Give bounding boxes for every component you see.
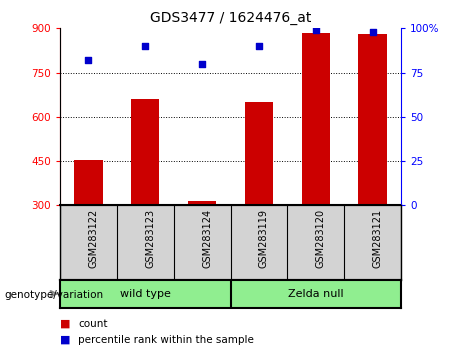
Text: GSM283122: GSM283122 (89, 209, 98, 268)
Text: GSM283120: GSM283120 (316, 209, 326, 268)
Bar (131, 99, 160, 205)
Bar (245, 102, 273, 205)
Text: count: count (78, 319, 108, 329)
Text: GSM283119: GSM283119 (259, 209, 269, 268)
Bar (74, 160, 102, 205)
Text: ■: ■ (60, 335, 71, 345)
Text: Zelda null: Zelda null (288, 289, 343, 299)
Text: percentile rank within the sample: percentile rank within the sample (78, 335, 254, 345)
Bar (188, 201, 216, 205)
Point (85, 57, 92, 63)
Text: wild type: wild type (120, 289, 171, 299)
Bar (358, 34, 387, 205)
Text: GSM283123: GSM283123 (145, 209, 155, 268)
Text: GSM283121: GSM283121 (372, 209, 383, 268)
Point (142, 43, 149, 49)
Text: ■: ■ (60, 319, 71, 329)
Title: GDS3477 / 1624476_at: GDS3477 / 1624476_at (150, 11, 311, 24)
Text: genotype/variation: genotype/variation (5, 290, 104, 299)
Point (198, 61, 206, 67)
Point (312, 27, 319, 33)
Point (369, 29, 376, 35)
Text: GSM283124: GSM283124 (202, 209, 212, 268)
Point (255, 43, 263, 49)
Bar (301, 33, 330, 205)
